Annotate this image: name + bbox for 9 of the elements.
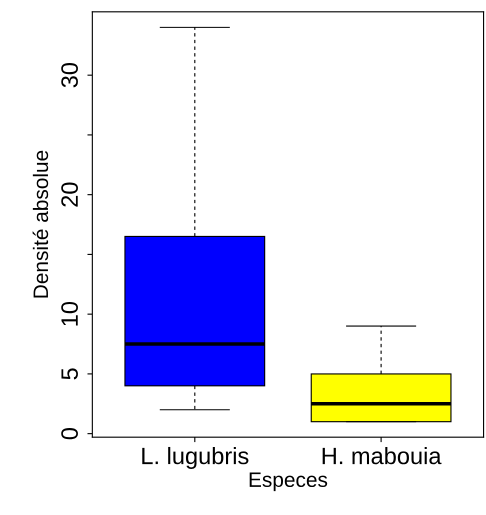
y-tick-label: 30 — [61, 62, 78, 88]
x-tick-label: L. lugubris — [142, 446, 248, 469]
y-tick-label: 5 — [61, 368, 78, 380]
y-tick-label: 0 — [61, 428, 78, 440]
x-tick-label: H. mabouia — [322, 446, 442, 464]
y-tick-label: 20 — [61, 182, 78, 207]
x-axis-title: Especes — [250, 472, 328, 492]
y-tick-label: 10 — [61, 302, 78, 326]
y-axis-title: Densité absolue — [32, 150, 48, 298]
